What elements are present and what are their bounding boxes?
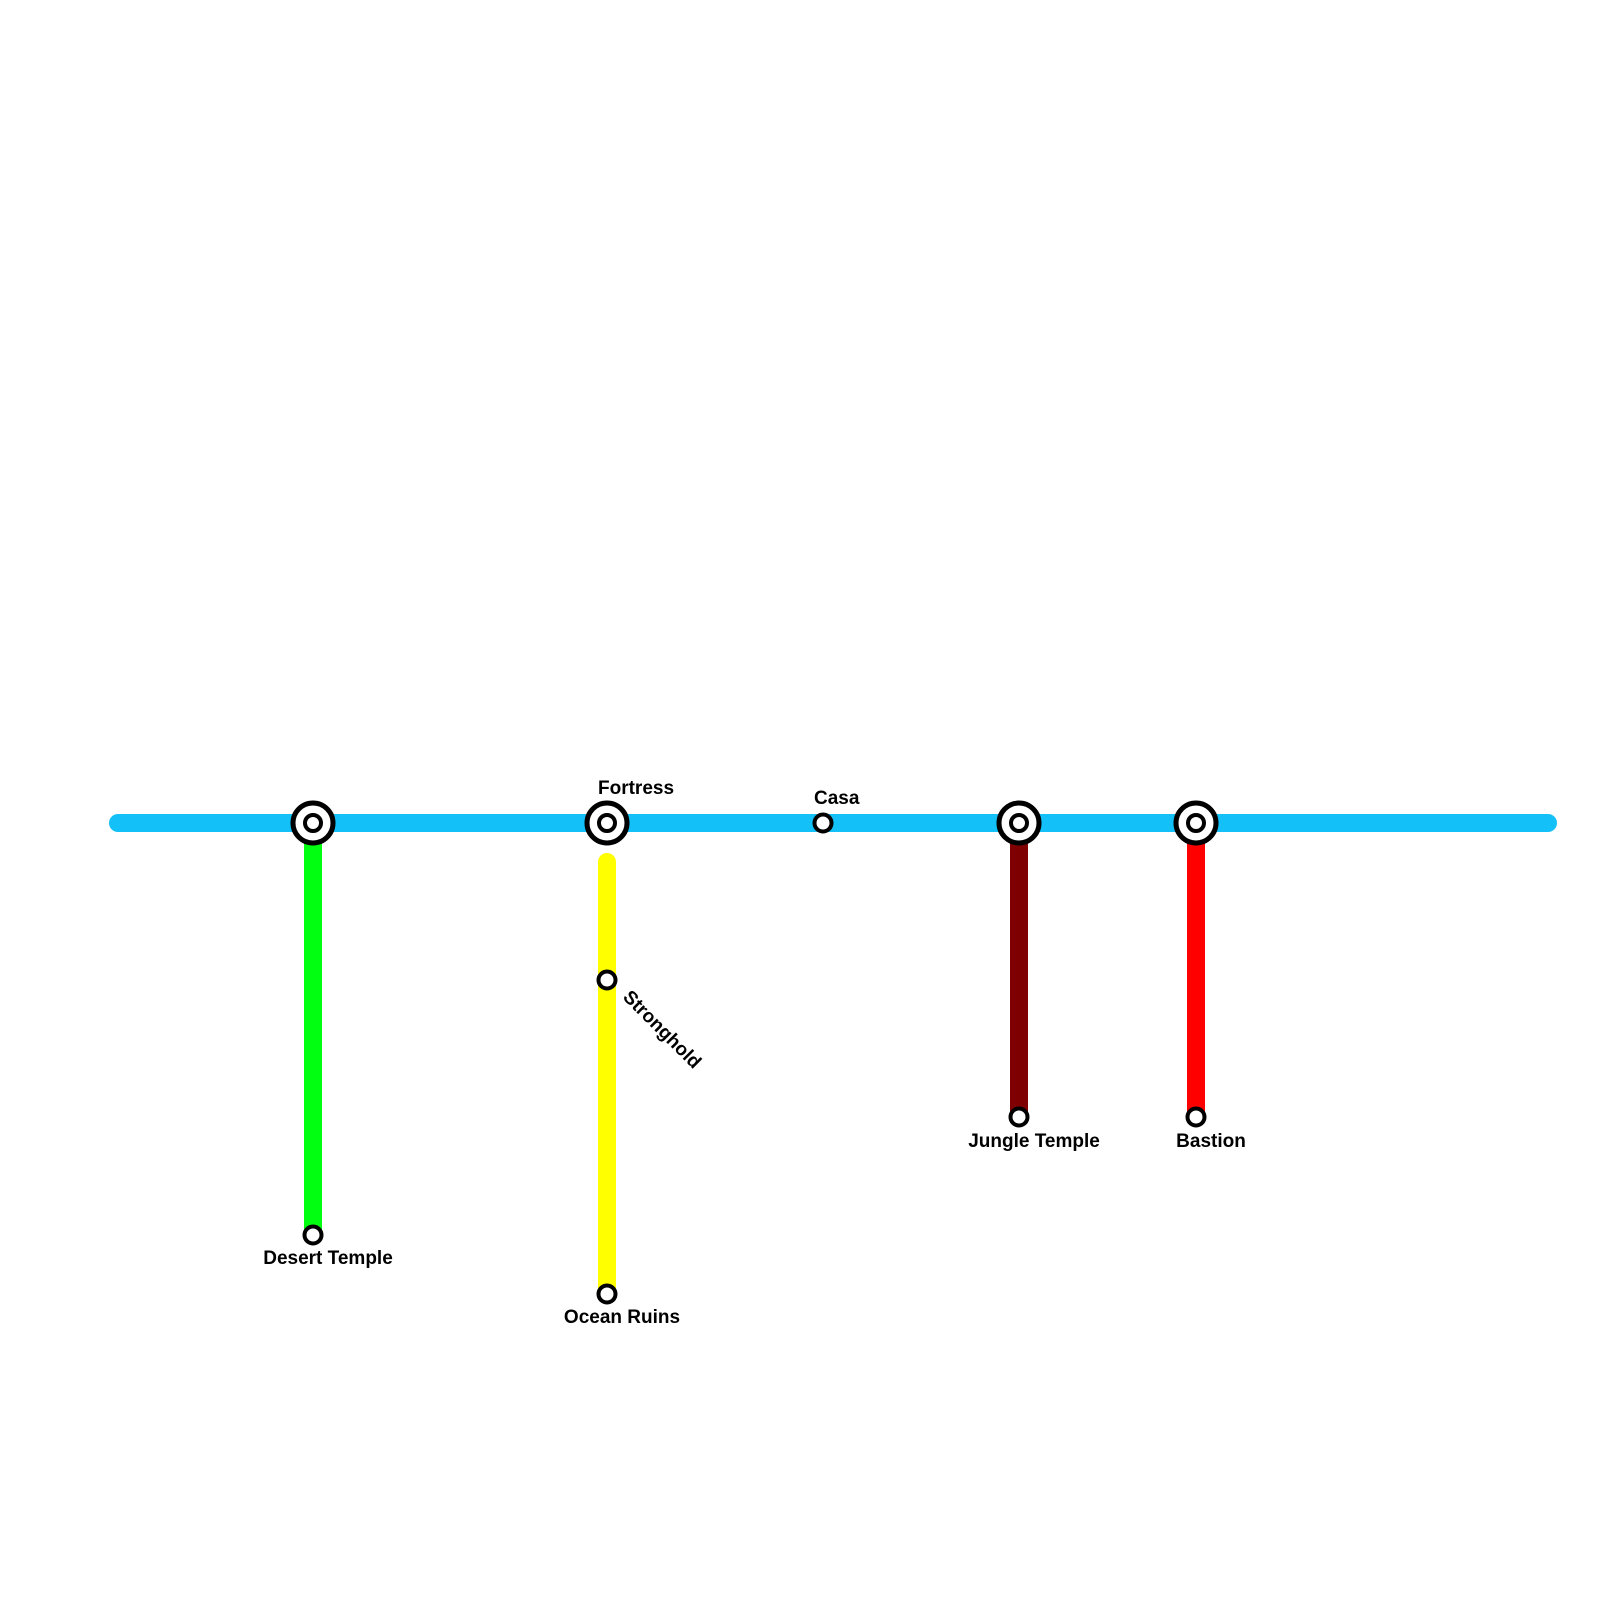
station-label: Casa <box>814 788 860 809</box>
station-label: Desert Temple <box>263 1248 393 1269</box>
station <box>596 969 618 991</box>
interchange <box>1173 800 1219 846</box>
station <box>302 1224 324 1246</box>
interchange <box>996 800 1042 846</box>
station <box>812 812 834 834</box>
station-label: Bastion <box>1176 1131 1246 1152</box>
station <box>1008 1106 1030 1128</box>
station <box>1185 1106 1207 1128</box>
interchange <box>290 800 336 846</box>
interchange <box>584 800 630 846</box>
station-label: Ocean Ruins <box>564 1307 680 1328</box>
station-label: Fortress <box>598 778 674 799</box>
station-label: Jungle Temple <box>968 1131 1100 1152</box>
station <box>596 1283 618 1305</box>
